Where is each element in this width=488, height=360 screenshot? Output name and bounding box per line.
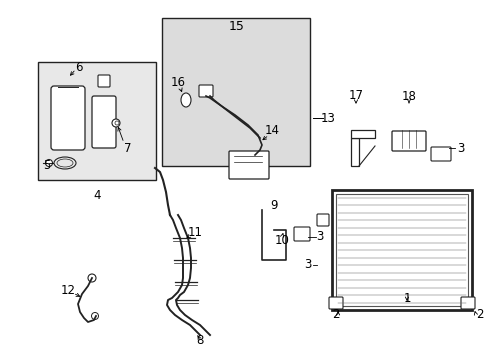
Bar — [331, 190, 471, 310]
FancyBboxPatch shape — [328, 297, 342, 309]
Text: 3: 3 — [316, 230, 323, 243]
Bar — [335, 194, 467, 306]
Text: 10: 10 — [274, 234, 289, 247]
Text: 8: 8 — [196, 333, 203, 346]
Text: 2: 2 — [475, 307, 483, 320]
Circle shape — [115, 121, 119, 125]
Bar — [162, 18, 309, 166]
FancyBboxPatch shape — [98, 75, 110, 87]
FancyBboxPatch shape — [293, 227, 309, 241]
FancyBboxPatch shape — [228, 151, 268, 179]
Text: 14: 14 — [264, 123, 279, 136]
FancyBboxPatch shape — [199, 85, 213, 97]
Text: 4: 4 — [93, 189, 101, 202]
Text: 3: 3 — [304, 258, 311, 271]
Circle shape — [91, 312, 98, 320]
FancyBboxPatch shape — [51, 86, 85, 150]
Text: 13: 13 — [320, 112, 335, 125]
Ellipse shape — [181, 93, 191, 107]
Text: 7: 7 — [124, 141, 131, 154]
Text: 17: 17 — [348, 89, 363, 102]
Bar — [350, 130, 374, 138]
FancyBboxPatch shape — [92, 96, 116, 148]
Circle shape — [88, 274, 96, 282]
FancyBboxPatch shape — [316, 214, 328, 226]
Text: 6: 6 — [75, 60, 82, 73]
Text: 9: 9 — [270, 198, 277, 212]
Bar — [350, 138, 358, 166]
Text: 18: 18 — [401, 90, 416, 103]
Text: 11: 11 — [187, 225, 202, 239]
Circle shape — [112, 119, 120, 127]
Text: 16: 16 — [170, 76, 185, 89]
FancyBboxPatch shape — [391, 131, 425, 151]
Circle shape — [45, 159, 52, 166]
Text: 1: 1 — [403, 292, 410, 305]
Text: 2: 2 — [331, 307, 339, 320]
Text: 3: 3 — [456, 141, 464, 154]
FancyBboxPatch shape — [460, 297, 474, 309]
Text: 15: 15 — [228, 19, 244, 32]
FancyBboxPatch shape — [430, 147, 450, 161]
Bar — [38, 62, 156, 180]
Text: 12: 12 — [61, 284, 75, 297]
Text: 5: 5 — [43, 158, 51, 171]
